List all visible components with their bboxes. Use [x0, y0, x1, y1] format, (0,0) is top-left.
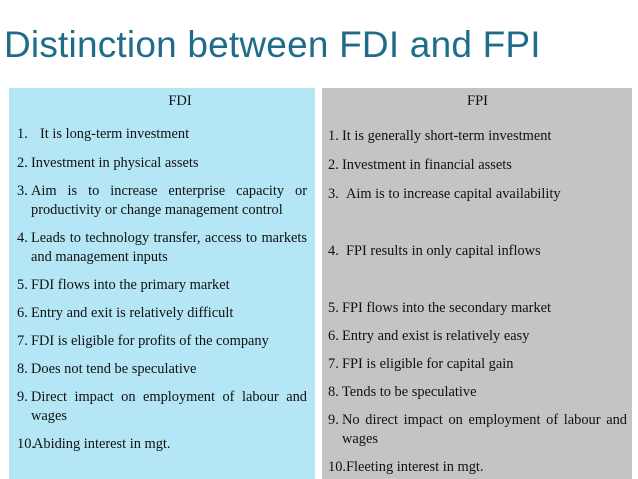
fpi-item-text: FPI results in only capital inflows: [346, 243, 541, 259]
fpi-item-number: 5.: [328, 300, 339, 316]
fdi-item-9: 9. Direct impact on employment of labour…: [17, 388, 307, 426]
fdi-item-number: 10.: [17, 436, 35, 452]
fpi-item-number: 3.: [328, 186, 339, 202]
fdi-item-1: 1. It is long-term investment: [17, 125, 307, 144]
fpi-item-text: It is generally short-term investment: [342, 128, 552, 144]
fdi-item-text: FDI flows into the primary market: [31, 277, 230, 293]
fdi-item-4: 4. Leads to technology transfer, access …: [17, 229, 307, 267]
fpi-item-10: 10. Fleeting interest in mgt.: [328, 458, 627, 477]
fpi-item-text: FPI flows into the secondary market: [342, 300, 552, 316]
fdi-item-5: 5. FDI flows into the primary market: [17, 276, 307, 295]
fpi-item-1: 1. It is generally short-term investment: [328, 127, 627, 146]
fpi-heading: FPI: [467, 93, 488, 109]
fdi-item-2: 2. Investment in physical assets: [17, 154, 307, 173]
fpi-item-3: 3. Aim is to increase capital availabili…: [328, 185, 627, 204]
fdi-item-text: Abiding interest in mgt.: [33, 436, 171, 452]
fdi-item-number: 2.: [17, 155, 28, 171]
fpi-item-text: Tends to be speculative: [342, 384, 477, 400]
fpi-item-text: Investment in financial assets: [342, 157, 512, 173]
fpi-item-number: 2.: [328, 157, 339, 173]
fpi-column: FPI 1. It is generally short-term invest…: [322, 88, 632, 479]
fdi-item-text: Aim is to increase enterprise capacity o…: [31, 183, 307, 218]
fpi-item-8: 8. Tends to be speculative: [328, 383, 627, 402]
fdi-item-number: 9.: [17, 389, 28, 405]
fpi-item-number: 6.: [328, 328, 339, 344]
fdi-item-text: Entry and exit is relatively difficult: [31, 305, 234, 321]
fdi-item-10: 10. Abiding interest in mgt.: [17, 435, 307, 454]
fpi-item-6: 6. Entry and exist is relatively easy: [328, 327, 627, 346]
fpi-item-number: 9.: [328, 412, 339, 428]
slide-title: Distinction between FDI and FPI: [4, 24, 541, 65]
fpi-item-text: Entry and exist is relatively easy: [342, 328, 530, 344]
fdi-item-number: 7.: [17, 333, 28, 349]
fdi-item-number: 1.: [17, 126, 28, 142]
fpi-item-text: No direct impact on employment of labour…: [342, 412, 627, 447]
fpi-item-number: 10.: [328, 459, 346, 475]
fdi-item-7: 7. FDI is eligible for profits of the co…: [17, 332, 307, 351]
fpi-item-number: 8.: [328, 384, 339, 400]
fpi-item-7: 7. FPI is eligible for capital gain: [328, 355, 627, 374]
fdi-heading: FDI: [168, 93, 192, 109]
fdi-item-text: Investment in physical assets: [31, 155, 199, 171]
fpi-item-4: 4. FPI results in only capital inflows: [328, 242, 627, 261]
fpi-item-text: Fleeting interest in mgt.: [346, 459, 484, 475]
fdi-item-text: Leads to technology transfer, access to …: [31, 230, 307, 265]
fpi-item-2: 2. Investment in financial assets: [328, 156, 627, 175]
fdi-item-text: Direct impact on employment of labour an…: [31, 389, 307, 424]
fpi-item-number: 1.: [328, 128, 339, 144]
fdi-item-number: 8.: [17, 361, 28, 377]
fpi-item-text: Aim is to increase capital availability: [346, 186, 561, 202]
fdi-item-text: It is long-term investment: [40, 126, 190, 142]
fpi-item-5: 5. FPI flows into the secondary market: [328, 299, 627, 318]
fdi-column: FDI 1. It is long-term investment 2. Inv…: [9, 88, 315, 479]
fdi-item-3: 3. Aim is to increase enterprise capacit…: [17, 182, 307, 220]
fpi-item-number: 4.: [328, 243, 339, 259]
fpi-item-number: 7.: [328, 356, 339, 372]
fdi-item-number: 6.: [17, 305, 28, 321]
fdi-item-text: FDI is eligible for profits of the compa…: [31, 333, 269, 349]
fdi-item-number: 3.: [17, 183, 28, 199]
fdi-item-number: 4.: [17, 230, 28, 246]
fdi-item-number: 5.: [17, 277, 28, 293]
fdi-item-6: 6. Entry and exit is relatively difficul…: [17, 304, 307, 323]
fpi-item-text: FPI is eligible for capital gain: [342, 356, 514, 372]
fpi-item-9: 9. No direct impact on employment of lab…: [328, 411, 627, 449]
fdi-item-text: Does not tend be speculative: [31, 361, 197, 377]
fdi-item-8: 8. Does not tend be speculative: [17, 360, 307, 379]
